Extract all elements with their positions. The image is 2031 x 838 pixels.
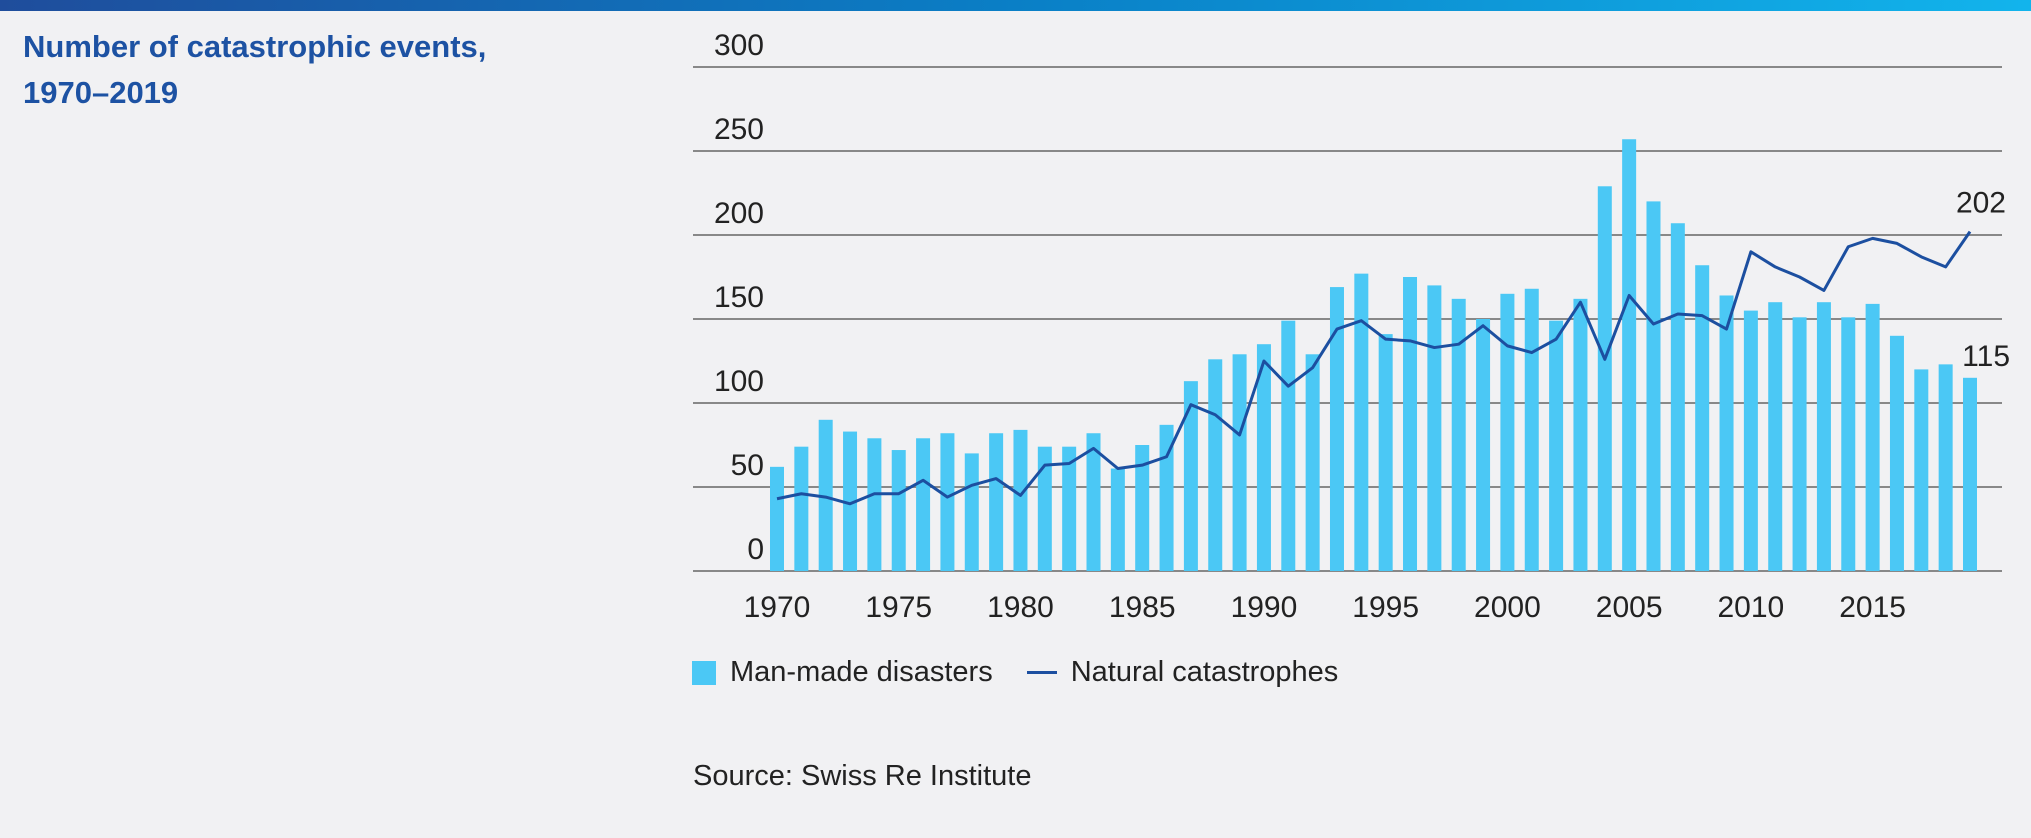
bar	[1816, 302, 1831, 571]
bar	[964, 453, 979, 571]
bar	[1427, 285, 1442, 571]
bar	[1378, 334, 1393, 571]
bar	[916, 438, 931, 571]
bar	[1013, 429, 1028, 571]
y-tick-label: 250	[714, 113, 764, 146]
bar	[891, 450, 906, 571]
bar	[1110, 468, 1125, 571]
bar	[1768, 302, 1783, 571]
bar	[1159, 424, 1174, 571]
bar	[867, 438, 882, 571]
y-tick-label: 150	[714, 281, 764, 314]
bar	[1037, 446, 1052, 571]
bar	[1646, 201, 1661, 571]
bar	[1183, 381, 1198, 571]
bar	[770, 466, 784, 571]
legend-swatch-natural	[1026, 671, 1057, 674]
x-tick-label: 1995	[1352, 591, 1419, 624]
bar	[1889, 335, 1904, 571]
y-tick-label: 100	[714, 365, 764, 398]
legend-label-natural: Natural catastrophes	[1070, 656, 1339, 688]
x-tick-label: 1970	[744, 591, 811, 624]
x-tick-label: 1980	[987, 591, 1054, 624]
bar	[1914, 369, 1929, 571]
bar	[1549, 320, 1564, 571]
y-tick-label: 50	[731, 449, 764, 482]
bar	[1476, 319, 1491, 571]
source-note: Source: Swiss Re Institute	[693, 760, 1032, 792]
legend-swatch-man-made	[692, 660, 716, 685]
bar	[1865, 303, 1880, 571]
legend-label-man-made: Man-made disasters	[730, 656, 993, 688]
bar	[794, 446, 809, 571]
x-tick-label: 1990	[1231, 591, 1298, 624]
bar	[1597, 186, 1612, 571]
bar	[818, 419, 833, 571]
title-line-1: Number of catastrophic events,	[23, 29, 487, 64]
bar	[1743, 310, 1758, 571]
bar	[940, 433, 955, 571]
bar	[843, 431, 858, 571]
x-tick-label: 2010	[1718, 591, 1785, 624]
bar	[1938, 364, 1953, 571]
title-line-2: 1970–2019	[23, 75, 179, 110]
bar	[1622, 139, 1637, 572]
bar	[1695, 265, 1710, 571]
bar	[1281, 320, 1296, 571]
bar	[1329, 287, 1344, 571]
bar	[1062, 446, 1077, 571]
y-tick-label: 300	[714, 29, 764, 62]
bar	[1792, 317, 1807, 571]
data-label-natural-end: 202	[1956, 187, 2006, 220]
bar	[1403, 277, 1418, 571]
x-tick-label: 2005	[1596, 591, 1663, 624]
bar	[1451, 298, 1466, 571]
bar	[1963, 377, 1977, 571]
bar	[1719, 295, 1734, 571]
bar	[989, 433, 1004, 571]
bar	[1208, 359, 1223, 571]
bar	[1354, 273, 1369, 571]
data-label-man-made-end: 115	[1962, 340, 2010, 373]
bar	[1524, 288, 1539, 571]
x-tick-label: 2015	[1839, 591, 1906, 624]
bar	[1500, 293, 1515, 571]
bar	[1670, 223, 1685, 572]
bar	[1573, 298, 1588, 571]
bar	[1135, 445, 1150, 571]
bar	[1232, 354, 1247, 571]
top-accent-bar	[0, 0, 2031, 11]
x-tick-label: 2000	[1474, 591, 1541, 624]
bar	[1841, 317, 1856, 571]
bar	[1086, 433, 1101, 571]
bar	[1305, 354, 1320, 571]
bar	[1256, 344, 1271, 571]
x-tick-label: 1975	[865, 591, 932, 624]
x-tick-label: 1985	[1109, 591, 1176, 624]
y-tick-label: 0	[747, 533, 764, 566]
chart-title: Number of catastrophic events, 1970–2019	[23, 24, 486, 116]
legend: Man-made disasters Natural catastrophes	[692, 656, 1338, 689]
y-tick-label: 200	[714, 197, 764, 230]
line-natural-catastrophes	[776, 230, 1972, 506]
